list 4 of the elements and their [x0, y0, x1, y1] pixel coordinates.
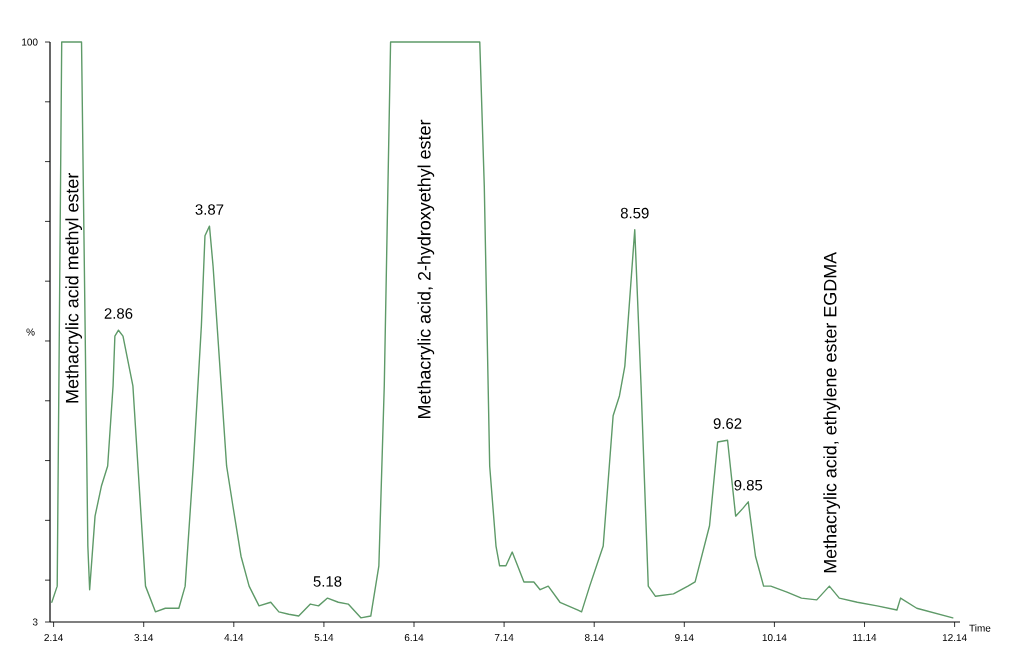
annotation: Methacrylic acid, 2-hydroxyethyl ester [417, 119, 435, 419]
annotation: Methacrylic acid methyl ester [65, 172, 83, 403]
line-series [51, 41, 954, 619]
annotation: Methacrylic acid, ethylene ester EGDMA [823, 251, 841, 573]
